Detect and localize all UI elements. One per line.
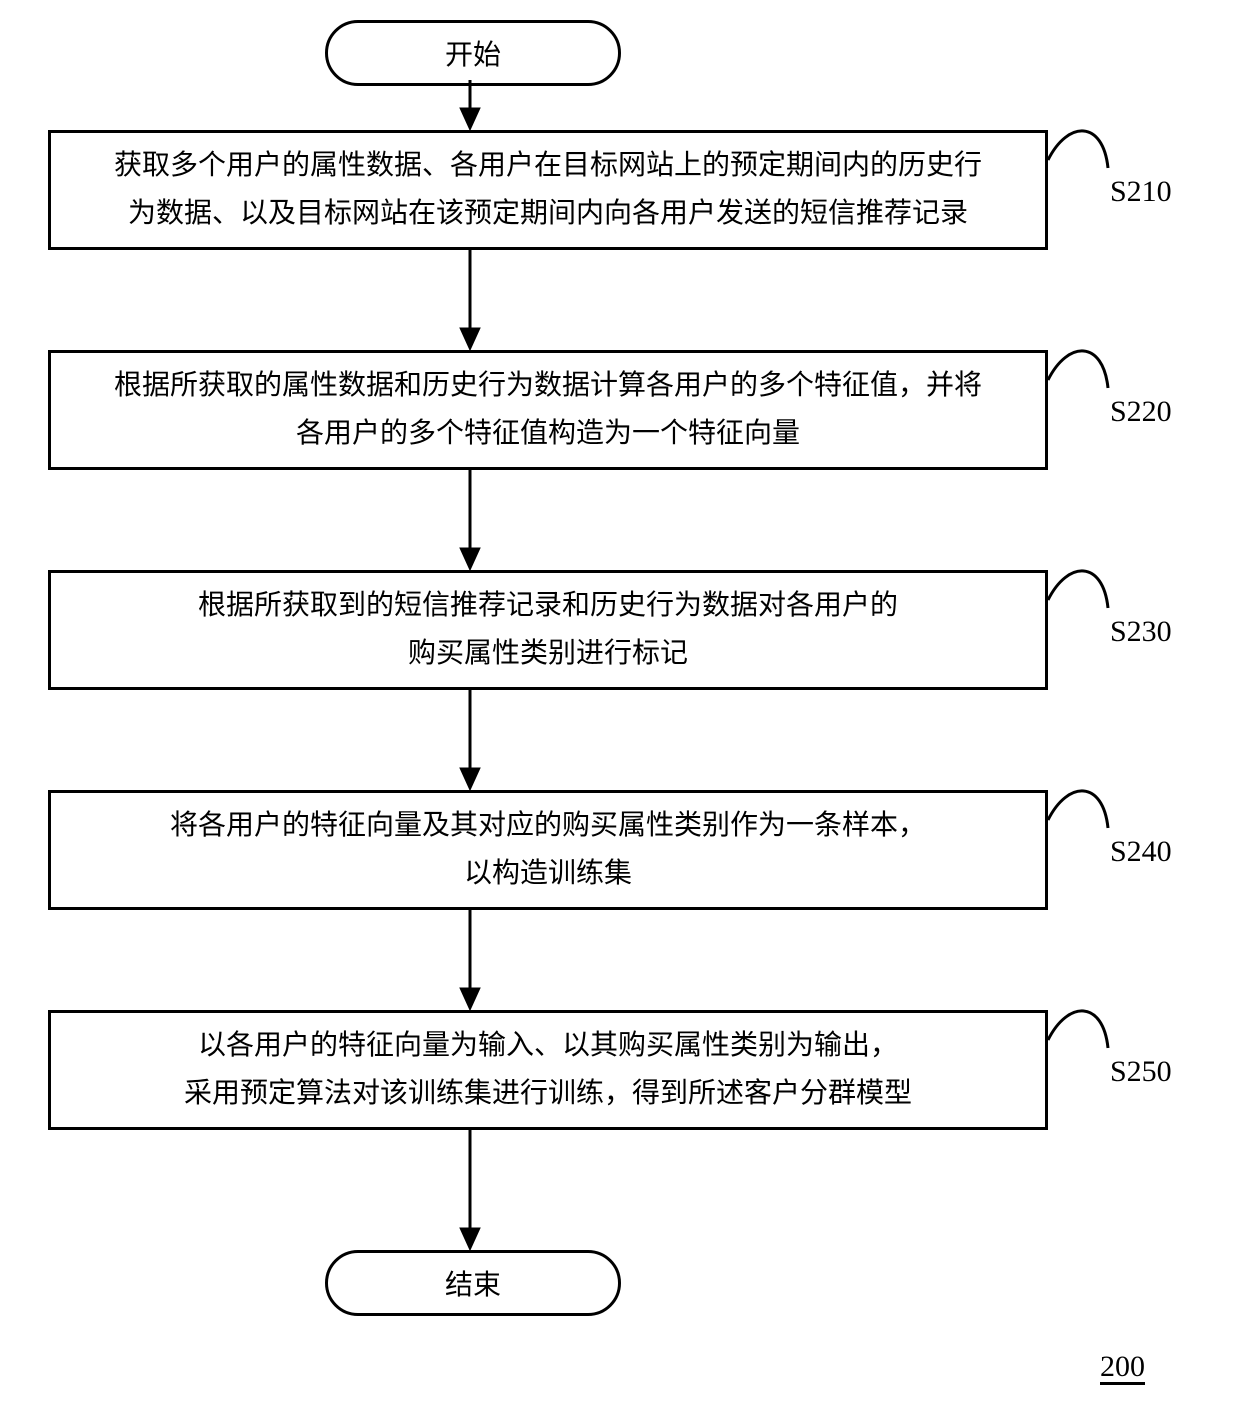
process-s210: 获取多个用户的属性数据、各用户在目标网站上的预定期间内的历史行 为数据、以及目标… — [48, 130, 1048, 250]
s210-line2: 为数据、以及目标网站在该预定期间内向各用户发送的短信推荐记录 — [128, 190, 968, 238]
label-s250: S250 — [1110, 1055, 1172, 1089]
end-node: 结束 — [325, 1250, 621, 1316]
start-text: 开始 — [328, 33, 618, 73]
flowchart-canvas: 开始 获取多个用户的属性数据、各用户在目标网站上的预定期间内的历史行 为数据、以… — [0, 0, 1240, 1411]
process-s230: 根据所获取到的短信推荐记录和历史行为数据对各用户的 购买属性类别进行标记 — [48, 570, 1048, 690]
start-node: 开始 — [325, 20, 621, 86]
s250-line2: 采用预定算法对该训练集进行训练，得到所述客户分群模型 — [184, 1070, 912, 1118]
s230-line2: 购买属性类别进行标记 — [408, 630, 688, 678]
process-s250: 以各用户的特征向量为输入、以其购买属性类别为输出， 采用预定算法对该训练集进行训… — [48, 1010, 1048, 1130]
end-text: 结束 — [328, 1263, 618, 1303]
process-s220: 根据所获取的属性数据和历史行为数据计算各用户的多个特征值，并将 各用户的多个特征… — [48, 350, 1048, 470]
label-s210: S210 — [1110, 175, 1172, 209]
label-s230: S230 — [1110, 615, 1172, 649]
s250-line1: 以各用户的特征向量为输入、以其购买属性类别为输出， — [198, 1022, 898, 1070]
figure-label: 200 — [1100, 1350, 1145, 1384]
process-s240: 将各用户的特征向量及其对应的购买属性类别作为一条样本， 以构造训练集 — [48, 790, 1048, 910]
s210-line1: 获取多个用户的属性数据、各用户在目标网站上的预定期间内的历史行 — [114, 142, 982, 190]
s230-line1: 根据所获取到的短信推荐记录和历史行为数据对各用户的 — [198, 582, 898, 630]
s220-line1: 根据所获取的属性数据和历史行为数据计算各用户的多个特征值，并将 — [114, 362, 982, 410]
s220-line2: 各用户的多个特征值构造为一个特征向量 — [296, 410, 800, 458]
label-s220: S220 — [1110, 395, 1172, 429]
s240-line2: 以构造训练集 — [464, 850, 632, 898]
label-s240: S240 — [1110, 835, 1172, 869]
s240-line1: 将各用户的特征向量及其对应的购买属性类别作为一条样本， — [170, 802, 926, 850]
